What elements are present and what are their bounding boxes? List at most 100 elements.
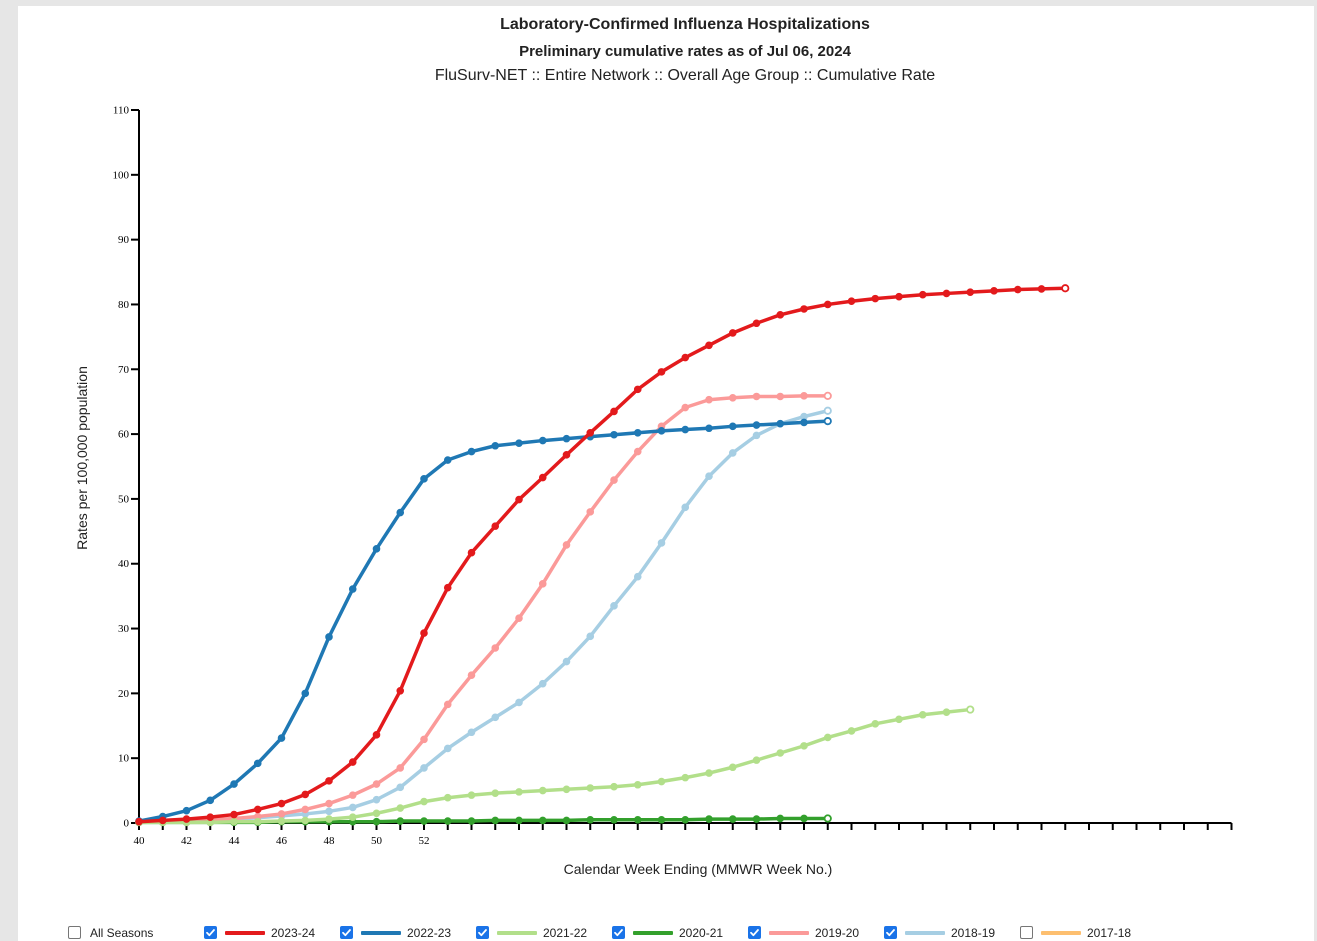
- data-point-2023-24[interactable]: [633, 385, 642, 394]
- data-point-2022-23[interactable]: [230, 780, 238, 788]
- data-point-2023-24[interactable]: [942, 289, 951, 298]
- data-point-2023-24[interactable]: [467, 548, 476, 557]
- legend-item-2023-24[interactable]: 2023-24: [204, 924, 315, 941]
- legend-item-all-seasons[interactable]: All Seasons: [68, 924, 153, 941]
- data-point-2018-19[interactable]: [586, 632, 595, 641]
- data-point-2020-21[interactable]: [515, 816, 523, 825]
- data-point-2018-19[interactable]: [325, 807, 333, 816]
- legend-checkbox[interactable]: [884, 926, 897, 939]
- data-point-2023-24[interactable]: [990, 287, 998, 295]
- data-point-2019-20[interactable]: [705, 395, 713, 404]
- data-point-2023-24[interactable]: [1013, 285, 1022, 294]
- data-point-2020-21[interactable]: [491, 816, 500, 825]
- data-point-2023-24[interactable]: [705, 341, 713, 350]
- data-point-2018-19[interactable]: [515, 698, 523, 707]
- data-point-2018-19[interactable]: [348, 803, 357, 812]
- data-point-2020-21[interactable]: [800, 814, 808, 823]
- data-point-2021-22[interactable]: [325, 815, 333, 823]
- data-point-2023-24[interactable]: [443, 583, 452, 592]
- data-point-2020-21[interactable]: [396, 817, 405, 825]
- data-point-2022-23[interactable]: [443, 456, 452, 464]
- data-point-2019-20[interactable]: [420, 735, 428, 744]
- data-point-2023-24[interactable]: [966, 288, 975, 296]
- data-point-2023-24[interactable]: [728, 329, 737, 337]
- data-point-2020-21[interactable]: [562, 816, 571, 825]
- data-point-2022-23[interactable]: [420, 475, 428, 483]
- data-point-2019-20[interactable]: [301, 805, 310, 814]
- data-point-2019-20[interactable]: [396, 764, 405, 772]
- data-point-2018-19[interactable]: [562, 657, 571, 666]
- data-point-2019-20[interactable]: [467, 671, 476, 680]
- data-point-2020-21[interactable]: [681, 815, 690, 824]
- data-point-2022-23[interactable]: [372, 545, 381, 553]
- data-point-2023-24[interactable]: [301, 790, 310, 799]
- data-point-2019-20[interactable]: [277, 810, 286, 818]
- data-point-2022-23[interactable]: [823, 417, 832, 426]
- data-point-2023-24[interactable]: [182, 815, 191, 823]
- data-point-2022-23[interactable]: [538, 436, 547, 445]
- data-point-2021-22[interactable]: [562, 785, 571, 794]
- data-point-2021-22[interactable]: [705, 769, 713, 777]
- data-point-2019-20[interactable]: [372, 780, 381, 788]
- data-point-2023-24[interactable]: [681, 353, 690, 362]
- data-point-2023-24[interactable]: [562, 451, 571, 459]
- data-point-2019-20[interactable]: [823, 391, 832, 400]
- data-point-2023-24[interactable]: [420, 629, 428, 637]
- data-point-2023-24[interactable]: [610, 407, 618, 416]
- data-point-2021-22[interactable]: [253, 817, 262, 826]
- data-point-2018-19[interactable]: [467, 728, 476, 737]
- legend-checkbox[interactable]: [476, 926, 489, 939]
- legend-checkbox[interactable]: [612, 926, 625, 939]
- data-point-2022-23[interactable]: [752, 421, 761, 429]
- data-point-2023-24[interactable]: [657, 368, 666, 376]
- data-point-2019-20[interactable]: [491, 644, 500, 652]
- data-point-2021-22[interactable]: [871, 720, 880, 728]
- data-point-2023-24[interactable]: [253, 805, 262, 814]
- legend-checkbox[interactable]: [340, 926, 353, 939]
- data-point-2020-21[interactable]: [776, 814, 785, 823]
- data-point-2023-24[interactable]: [752, 319, 761, 328]
- data-point-2018-19[interactable]: [657, 539, 666, 547]
- data-point-2022-23[interactable]: [728, 422, 737, 431]
- data-point-2021-22[interactable]: [348, 813, 357, 821]
- data-point-2022-23[interactable]: [253, 759, 262, 768]
- data-point-2023-24[interactable]: [396, 686, 405, 695]
- data-point-2021-22[interactable]: [277, 817, 286, 825]
- data-point-2021-22[interactable]: [467, 791, 476, 799]
- data-point-2020-21[interactable]: [443, 817, 452, 825]
- data-point-2021-22[interactable]: [847, 727, 856, 735]
- data-point-2018-19[interactable]: [491, 713, 500, 722]
- data-point-2022-23[interactable]: [467, 447, 476, 456]
- data-point-2020-21[interactable]: [538, 816, 547, 825]
- legend-item-2019-20[interactable]: 2019-20: [748, 924, 859, 941]
- data-point-2023-24[interactable]: [895, 292, 903, 301]
- data-point-2018-19[interactable]: [610, 602, 618, 610]
- data-point-2021-22[interactable]: [657, 777, 666, 786]
- data-point-2019-20[interactable]: [348, 791, 357, 799]
- legend-item-2021-22[interactable]: 2021-22: [476, 924, 587, 941]
- data-point-2019-20[interactable]: [538, 580, 547, 588]
- data-point-2019-20[interactable]: [586, 508, 595, 516]
- data-point-2022-23[interactable]: [800, 418, 808, 427]
- data-point-2021-22[interactable]: [443, 793, 452, 802]
- data-point-2021-22[interactable]: [420, 797, 428, 806]
- data-point-2019-20[interactable]: [562, 541, 571, 549]
- data-point-2021-22[interactable]: [515, 788, 523, 796]
- data-point-2018-19[interactable]: [538, 679, 547, 688]
- data-point-2021-22[interactable]: [396, 804, 405, 812]
- data-point-2018-19[interactable]: [752, 431, 761, 440]
- data-point-2021-22[interactable]: [610, 782, 618, 791]
- data-point-2022-23[interactable]: [681, 425, 690, 434]
- legend-checkbox[interactable]: [748, 926, 761, 939]
- data-point-2021-22[interactable]: [301, 816, 310, 825]
- data-point-2021-22[interactable]: [800, 742, 808, 750]
- data-point-2018-19[interactable]: [372, 795, 381, 804]
- data-point-2021-22[interactable]: [918, 710, 927, 719]
- data-point-2023-24[interactable]: [847, 297, 856, 306]
- data-point-2021-22[interactable]: [966, 705, 975, 714]
- data-point-2022-23[interactable]: [182, 806, 191, 815]
- data-point-2018-19[interactable]: [633, 572, 642, 581]
- legend-item-2020-21[interactable]: 2020-21: [612, 924, 723, 941]
- data-point-2021-22[interactable]: [586, 784, 595, 792]
- data-point-2022-23[interactable]: [705, 424, 713, 433]
